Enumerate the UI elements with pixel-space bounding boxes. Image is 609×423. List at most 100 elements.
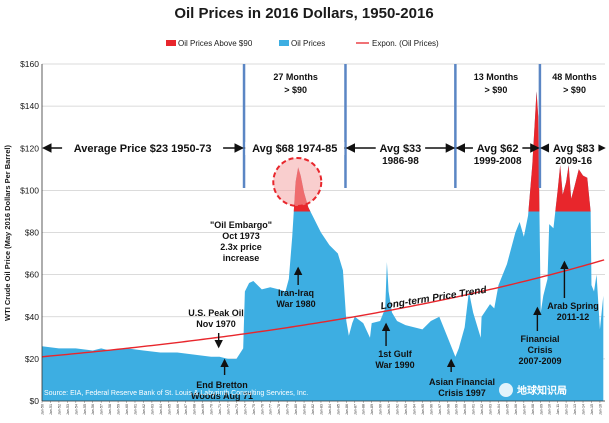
chart-title: Oil Prices in 2016 Dollars, 1950-2016: [174, 5, 433, 22]
event-financial-crisis: Financial: [520, 334, 559, 344]
period-label-2009-16-bg: [549, 142, 599, 155]
legend: Oil Prices Above $90 Oil Prices Expon. (Oi…: [166, 39, 439, 48]
period-label-1999-2008-bg: [472, 142, 523, 155]
annotations: Average Price $23 1950-73 Avg $68 1974-85…: [42, 64, 606, 401]
x-tick-label: Jan-95: [421, 404, 425, 415]
months-label-line1: 48 Months: [552, 72, 597, 82]
x-tick-label: Jan-76: [260, 404, 264, 415]
event-iran-iraq: Iran-Iraq: [278, 288, 314, 298]
y-tick-label: $60: [25, 270, 39, 280]
x-tick-label: Jan-87: [353, 404, 357, 415]
legend-label-oil-prices: Oil Prices: [291, 39, 325, 48]
x-tick-label: Jan-65: [167, 404, 171, 415]
event-financial-crisis: 2007-2009: [518, 356, 561, 366]
x-tick-label: Jan-72: [226, 404, 230, 415]
x-tick-label: Jan-73: [235, 404, 239, 415]
oil-price-above-90-area: [293, 91, 591, 212]
y-tick-label: $120: [20, 143, 39, 153]
x-tick-label: Jan-85: [336, 404, 340, 415]
y-axis-label: WTI Crude Oil Price (May 2016 Dollars Pe…: [3, 145, 12, 321]
legend-swatch-oil-prices: [279, 40, 289, 46]
x-tick-label: Jan-60: [125, 404, 129, 415]
x-tick-label: Jan-15: [590, 404, 594, 415]
y-axis-ticks: $0 $20 $40 $60 $80 $100 $120 $140 $160: [20, 59, 39, 406]
x-tick-label: Jan-66: [176, 404, 180, 415]
months-label-line2: > $90: [284, 85, 307, 95]
event-arab-spring: 2011-12: [557, 312, 590, 322]
event-bretton-woods: End Bretton: [196, 380, 248, 390]
x-tick-label: Jan-08: [531, 404, 535, 415]
oil-price-area: [42, 91, 604, 401]
x-tick-label: Jan-62: [142, 404, 146, 415]
period-label-1986-98-bg: [375, 142, 426, 155]
y-tick-label: $0: [30, 396, 40, 406]
legend-label-above-90: Oil Prices Above $90: [178, 39, 253, 48]
x-tick-label: Jan-05: [505, 404, 509, 415]
x-tick-label: Jan-57: [100, 404, 104, 415]
x-tick-label: Jan-75: [252, 404, 256, 415]
x-tick-label: Jan-86: [345, 404, 349, 415]
x-tick-label: Jan-81: [303, 404, 307, 415]
series-layer: [41, 91, 605, 401]
x-tick-label: Jan-99: [455, 404, 459, 415]
x-tick-label: Jan-55: [83, 404, 87, 415]
x-tick-label: Jan-78: [277, 404, 281, 415]
x-tick-label: Jan-74: [243, 404, 247, 415]
x-tick-label: Jan-10: [548, 404, 552, 415]
period-label-1999-2008: Avg $62: [477, 143, 519, 155]
x-tick-label: Jan-89: [370, 404, 374, 415]
months-label-line1: 27 Months: [273, 72, 318, 82]
event-us-peak-oil: U.S. Peak Oil: [188, 308, 244, 318]
x-tick-label: Jan-50: [41, 404, 45, 415]
x-tick-label: Jan-54: [74, 404, 78, 415]
x-tick-label: Jan-90: [379, 404, 383, 415]
x-tick-label: Jan-67: [184, 404, 188, 415]
y-tick-label: $100: [20, 185, 39, 195]
x-tick-label: Jan-82: [311, 404, 315, 415]
y-tick-label: $160: [20, 59, 39, 69]
x-tick-label: Jan-63: [150, 404, 154, 415]
event-arab-spring: Arab Spring: [547, 301, 599, 311]
watermark-text: 地球知识局: [517, 384, 567, 397]
x-tick-label: Jan-01: [472, 404, 476, 415]
period-label-1950-73-bg: [62, 142, 224, 155]
event-oil-embargo: increase: [223, 253, 260, 263]
y-tick-label: $140: [20, 101, 39, 111]
event-oil-embargo: 2.3x price: [220, 242, 262, 252]
x-tick-label: Jan-02: [480, 404, 484, 415]
x-tick-label: Jan-96: [429, 404, 433, 415]
x-tick-label: Jan-84: [328, 404, 332, 415]
event-gulf-war: 1st Gulf: [378, 349, 413, 359]
months-label-line1: 13 Months: [474, 72, 519, 82]
x-tick-label: Jan-13: [573, 404, 577, 415]
x-tick-label: Jan-04: [497, 404, 501, 415]
legend-label-trend: Expon. (Oil Prices): [372, 39, 439, 48]
x-tick-label: Jan-93: [404, 404, 408, 415]
watermark: 地球知识局: [499, 383, 567, 397]
event-bretton-woods: Woods Aug 71: [191, 391, 253, 401]
x-tick-label: Jan-98: [446, 404, 450, 415]
legend-swatch-above-90: [166, 40, 176, 46]
period-label-2009-16: Avg $83: [553, 143, 595, 155]
x-tick-label: Jan-94: [412, 404, 416, 415]
x-tick-label: Jan-07: [522, 404, 526, 415]
x-tick-label: Jan-06: [514, 404, 518, 415]
x-tick-label: Jan-88: [362, 404, 366, 415]
source-note: Source: EIA, Federal Reserve Bank of St.…: [44, 390, 308, 397]
x-tick-label: Jan-11: [556, 404, 560, 415]
x-tick-label: Jan-79: [286, 404, 290, 415]
x-tick-label: Jan-14: [582, 404, 586, 415]
watermark-icon: [499, 383, 513, 397]
x-tick-label: Jan-83: [319, 404, 323, 415]
x-tick-label: Jan-70: [210, 404, 214, 415]
y-tick-label: $40: [25, 312, 39, 322]
period-label-1986-98: Avg $33: [380, 143, 422, 155]
period-sub-1999-2008: 1999-2008: [474, 156, 522, 167]
x-tick-label: Jan-97: [438, 404, 442, 415]
x-tick-label: Jan-56: [91, 404, 95, 415]
event-oil-embargo: "Oil Embargo": [210, 220, 272, 230]
period-label-1974-85: Avg $68 1974-85: [252, 143, 337, 155]
trend-line: [41, 259, 605, 358]
